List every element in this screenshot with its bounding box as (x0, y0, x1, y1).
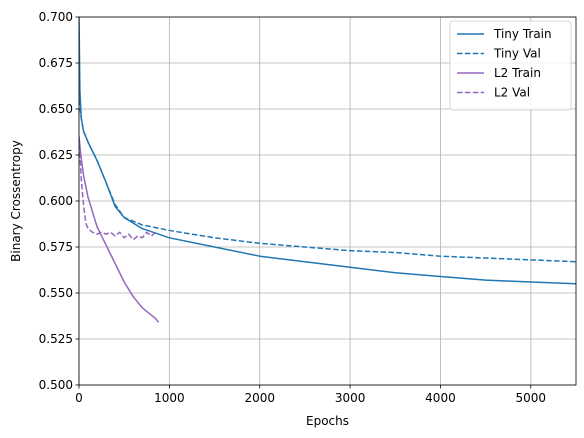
y-tick-label: 0.550 (39, 286, 73, 300)
y-tick-label: 0.500 (39, 378, 73, 392)
legend-box (449, 20, 572, 111)
x-tick-label: 0 (75, 391, 83, 405)
y-tick-label: 0.600 (39, 194, 73, 208)
x-axis-label: Epochs (306, 414, 349, 428)
x-tick-label: 2000 (244, 391, 275, 405)
series-line-l2-val (79, 136, 157, 241)
y-tick-label: 0.525 (39, 332, 73, 346)
y-tick-label: 0.650 (39, 102, 73, 116)
y-axis: 0.500 0.525 0.550 0.575 0.600 0.625 0.650 0.675… (39, 10, 79, 392)
legend-label: Tiny Train (493, 27, 552, 41)
legend-label: Tiny Val (493, 47, 541, 61)
y-tick-label: 0.700 (39, 10, 73, 24)
x-tick-label: 3000 (335, 391, 366, 405)
y-tick-label: 0.625 (39, 148, 73, 162)
series-line-tiny-val (79, 99, 576, 263)
x-axis: 0 1000 2000 3000 4000 5000 (75, 385, 546, 405)
y-tick-label: 0.575 (39, 240, 73, 254)
y-tick-label: 0.675 (39, 56, 73, 70)
x-tick-label: 4000 (425, 391, 456, 405)
legend: Tiny Train Tiny Val L2 Train L2 Val (449, 20, 572, 111)
x-tick-label: 1000 (154, 391, 185, 405)
series-layer (79, 17, 576, 323)
x-tick-label: 5000 (516, 391, 547, 405)
legend-label: L2 Val (494, 86, 530, 100)
y-axis-label: Binary Crossentropy (9, 140, 23, 262)
legend-label: L2 Train (494, 66, 541, 80)
series-line-l2-train (79, 136, 160, 323)
